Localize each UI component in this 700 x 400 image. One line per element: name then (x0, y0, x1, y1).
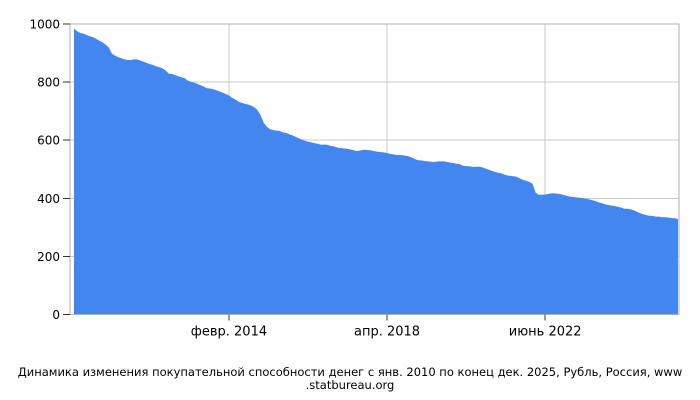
caption-line-1: Динамика изменения покупательной способн… (17, 365, 683, 379)
plot-border (69, 23, 680, 315)
x-tick-label: апр. 2018 (354, 325, 420, 340)
y-tick-label: 400 (37, 192, 60, 206)
x-tick-label: июнь 2022 (509, 325, 582, 340)
y-tick-label: 0 (52, 308, 60, 322)
y-tick-label: 800 (37, 76, 60, 90)
y-axis: 0 200 400 600 800 1000 (29, 18, 70, 322)
y-tick-label: 200 (37, 250, 60, 264)
purchasing-power-chart: 0 200 400 600 800 1000 февр. 2014 апр. 2018 июнь… (29, 18, 680, 340)
chart-caption: Динамика изменения покупательной способн… (0, 366, 700, 392)
area-series (74, 28, 678, 315)
x-axis: февр. 2014 апр. 2018 июнь 2022 (191, 314, 582, 340)
y-tick-label: 1000 (29, 18, 60, 32)
x-tick-label: февр. 2014 (191, 325, 267, 340)
y-tick-label: 600 (37, 134, 60, 148)
caption-line-2: .statbureau.org (305, 378, 395, 392)
